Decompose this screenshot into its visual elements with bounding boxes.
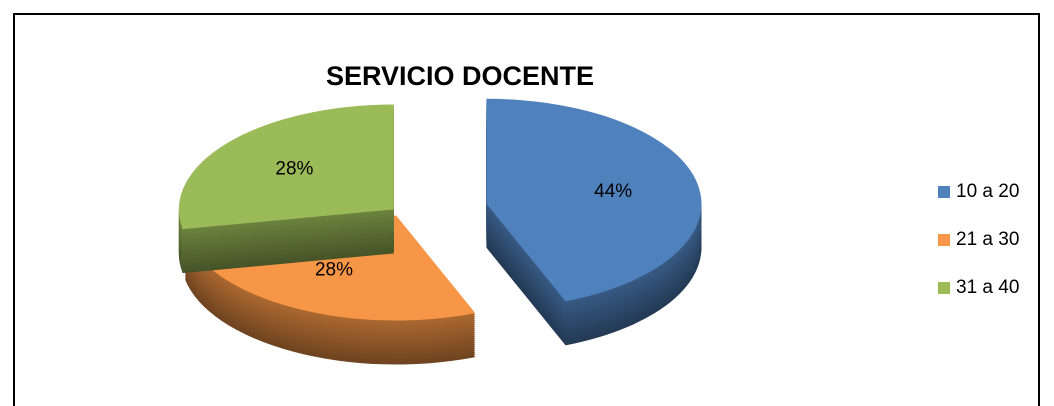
- legend-label: 10 a 20: [956, 181, 1019, 202]
- data-label: 44%: [594, 181, 632, 202]
- legend-swatch: [938, 234, 950, 246]
- data-label: 28%: [315, 260, 353, 281]
- slice-group: 28%: [178, 104, 394, 274]
- legend-label: 31 a 40: [956, 277, 1019, 298]
- data-label: 28%: [275, 158, 313, 179]
- legend-swatch: [938, 186, 950, 198]
- legend-swatch: [938, 282, 950, 294]
- slice: [178, 104, 394, 230]
- chart-title: SERVICIO DOCENTE: [326, 61, 594, 91]
- legend-label: 21 a 30: [956, 229, 1019, 250]
- slice-group: 44%: [486, 98, 702, 346]
- slice: [486, 98, 702, 302]
